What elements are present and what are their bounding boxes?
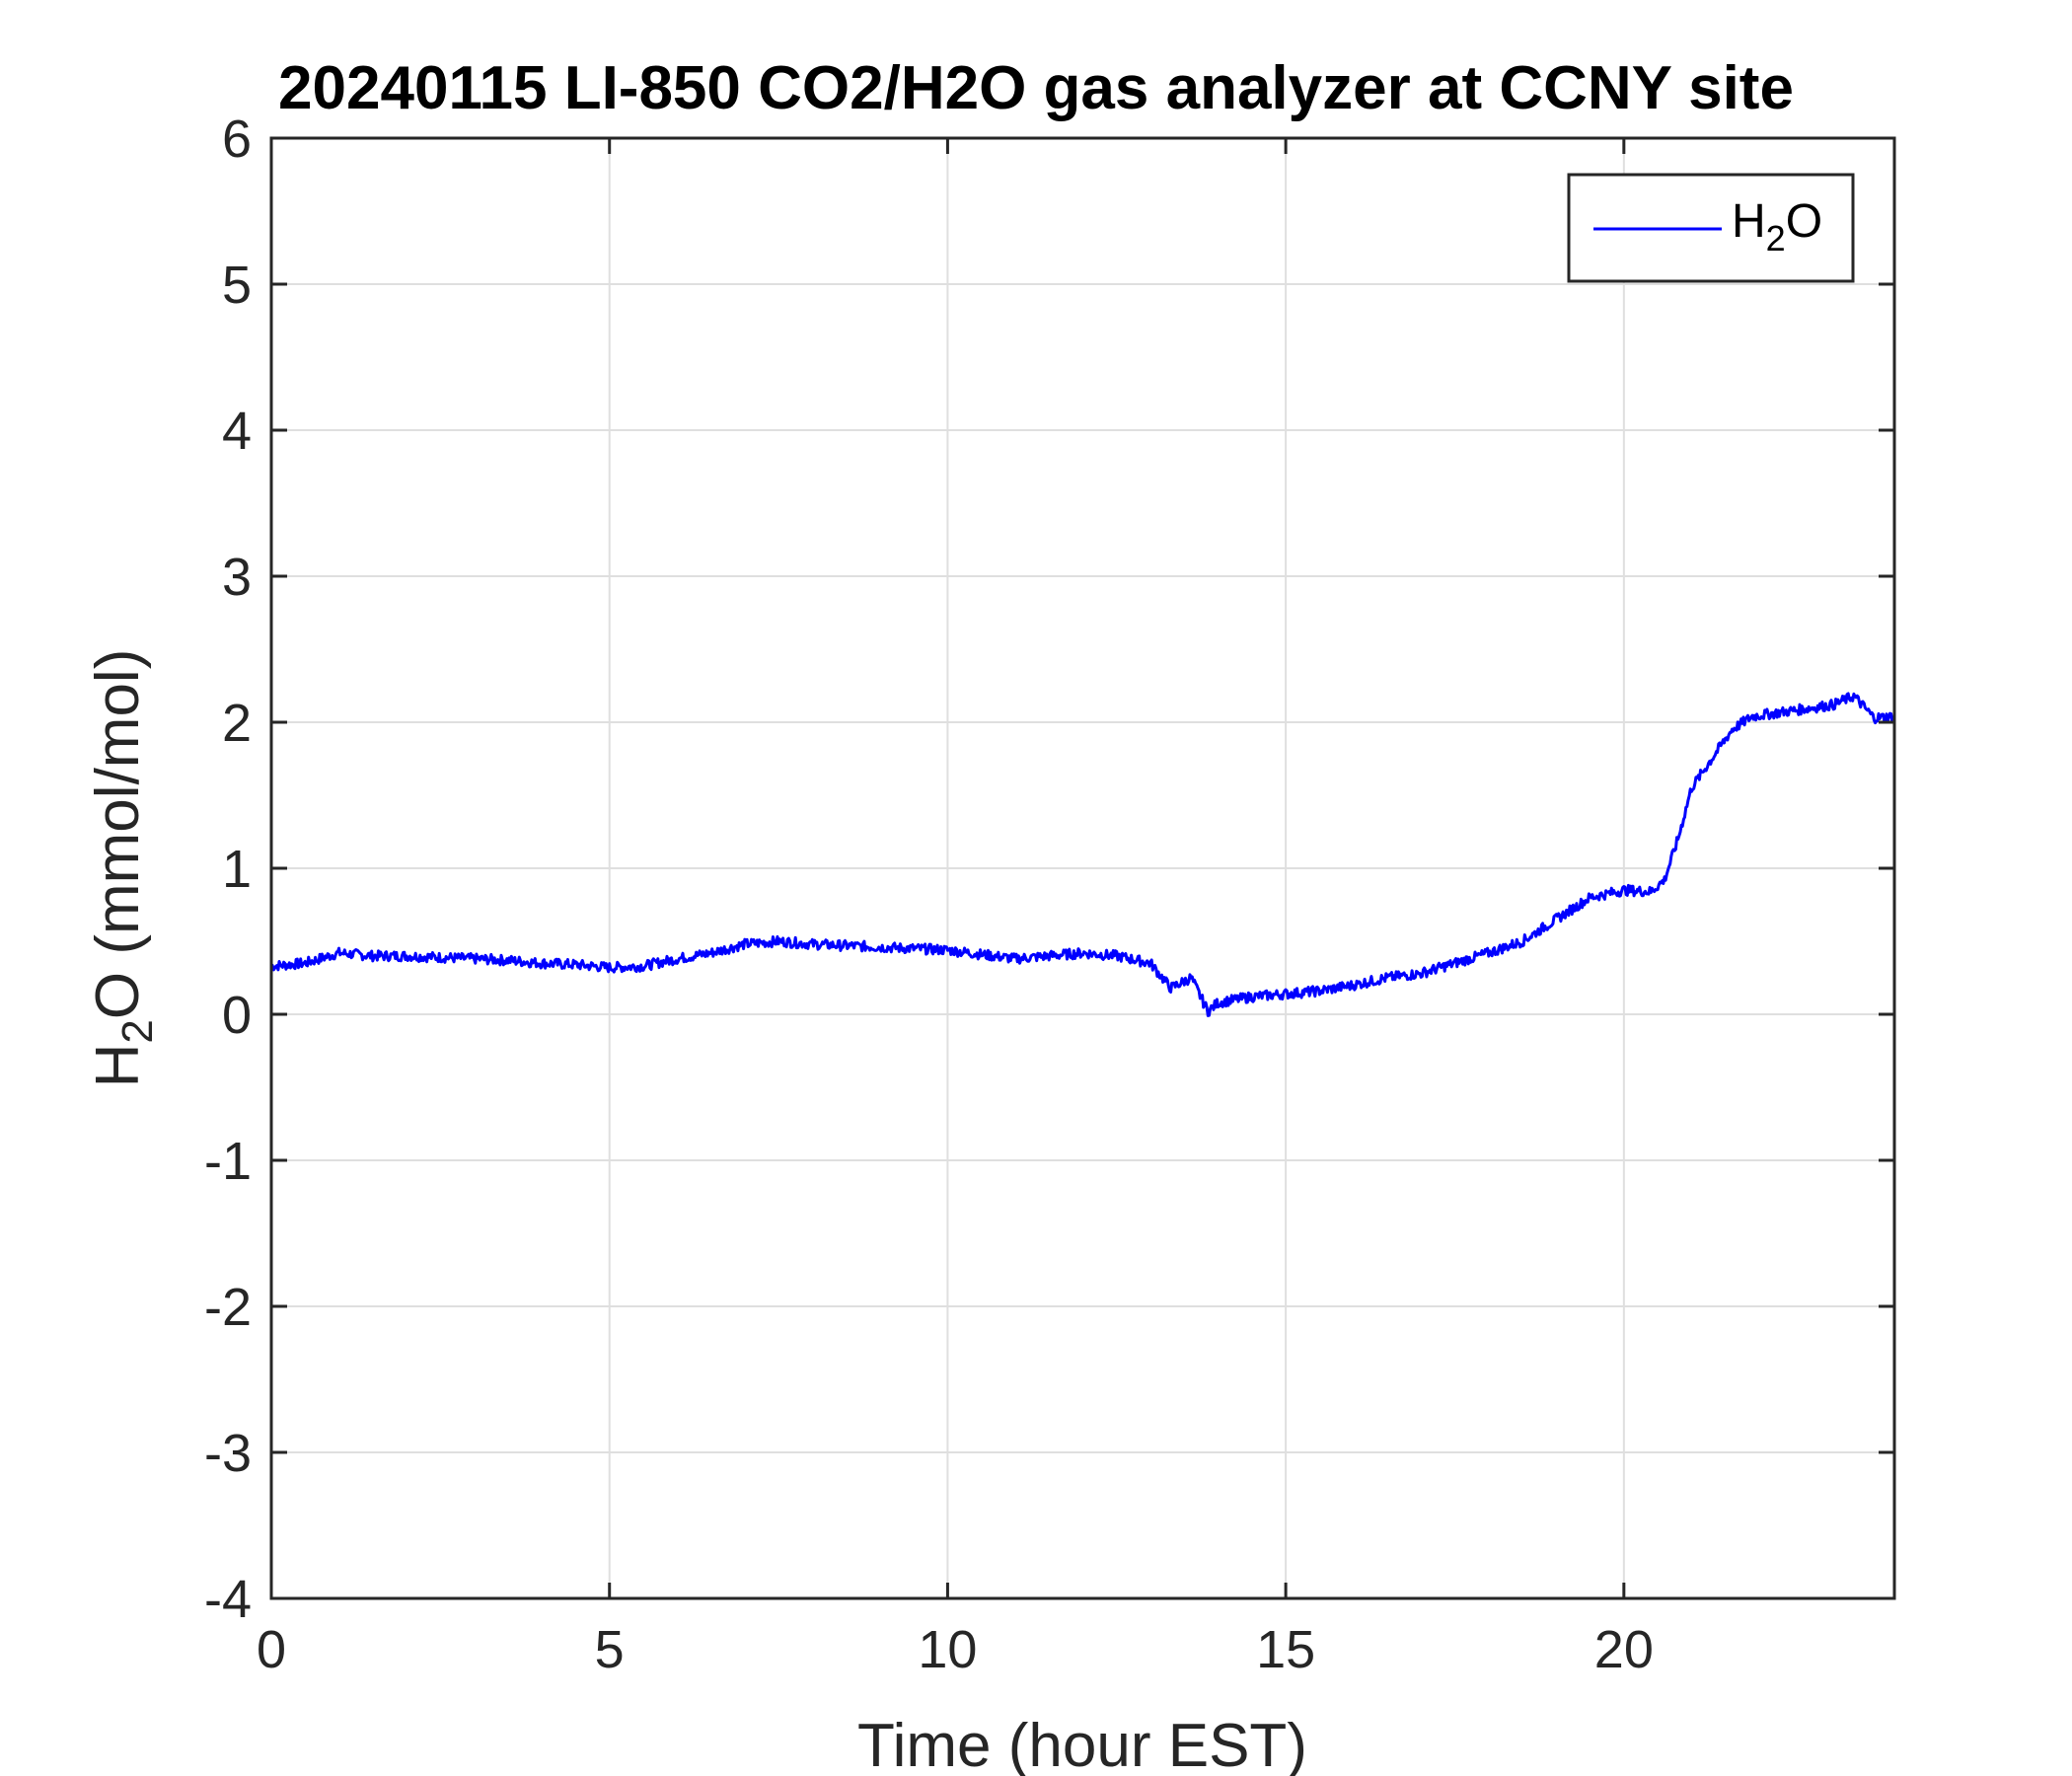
y-tick-label: 4	[222, 402, 252, 461]
y-tick-label: 0	[222, 986, 252, 1045]
legend-label-suffix: O	[1786, 195, 1822, 248]
x-tick-label: 0	[257, 1620, 286, 1679]
series-layer	[270, 692, 1896, 1017]
x-tick-label: 20	[1594, 1620, 1654, 1679]
y-tick-label: 3	[222, 548, 252, 607]
y-axis-label-prefix: H	[84, 1044, 152, 1088]
x-axis-label: Time (hour EST)	[857, 1712, 1307, 1776]
grid	[270, 137, 1894, 1599]
legend-label-prefix: H	[1732, 195, 1766, 248]
y-tick-label: -4	[204, 1570, 252, 1629]
series-line-h2o	[270, 692, 1896, 1017]
y-tick-label: 6	[222, 110, 252, 169]
chart-title: 20240115 LI-850 CO2/H2O gas analyzer at …	[278, 54, 1794, 122]
y-axis-label: H2O (mmol/mol)	[84, 649, 162, 1088]
x-tick-label: 15	[1256, 1620, 1315, 1679]
legend: H2O	[1567, 173, 1855, 283]
legend-label: H2O	[1732, 195, 1822, 259]
ticks: 0 5 10 15 20 -4 -3 -2 -1 0 1 2 3 4 5 6	[204, 110, 1894, 1679]
x-tick-label: 5	[595, 1620, 625, 1679]
y-tick-label: -1	[204, 1132, 252, 1191]
y-axis-label-suffix: O (mmol/mol)	[84, 649, 152, 1019]
y-axis-label-subscript: 2	[113, 1019, 162, 1043]
y-tick-label: -3	[204, 1424, 252, 1483]
legend-label-subscript: 2	[1766, 218, 1786, 259]
x-tick-label: 10	[918, 1620, 977, 1679]
y-tick-label: 2	[222, 694, 252, 753]
y-tick-label: -2	[204, 1278, 252, 1337]
y-tick-label: 1	[222, 840, 252, 899]
y-tick-label: 5	[222, 256, 252, 315]
